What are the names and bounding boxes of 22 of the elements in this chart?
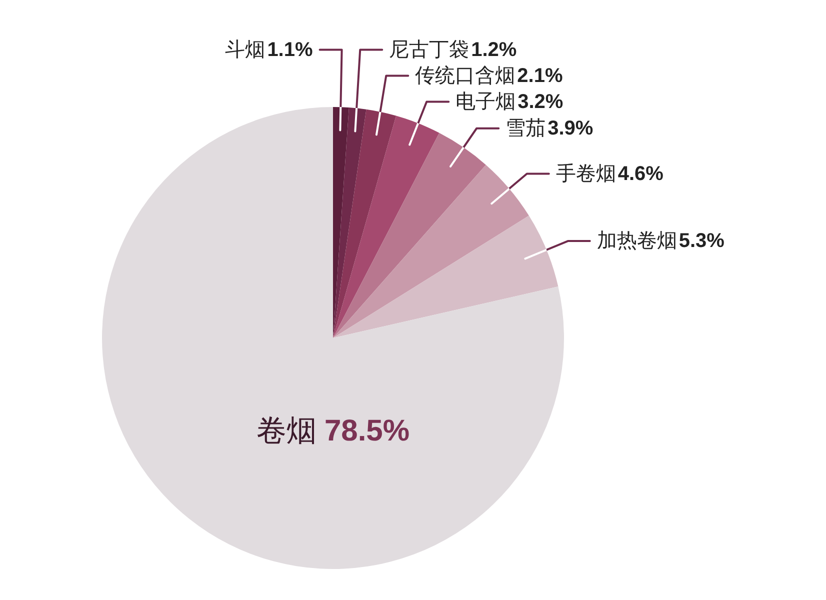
data-label: 78.5% xyxy=(324,414,410,447)
pie-slice xyxy=(333,132,486,338)
pie-slice xyxy=(333,109,396,338)
data-label: 5.3% xyxy=(678,230,725,252)
data-label: 3.2% xyxy=(518,90,564,113)
pie-slice xyxy=(333,116,440,338)
slice-label: 斗烟 xyxy=(225,38,266,61)
slice-label: 手卷烟 xyxy=(556,162,616,185)
pie-slice xyxy=(333,216,558,338)
slice-label: 卷烟 xyxy=(256,414,316,447)
data-label: 2.1% xyxy=(517,64,563,87)
data-label: 4.6% xyxy=(618,162,664,185)
slice-label: 传统口含烟 xyxy=(415,64,516,87)
slice-label: 雪茄 xyxy=(506,117,546,140)
pie-slice xyxy=(333,164,529,338)
slice-label: 尼古丁袋 xyxy=(389,38,470,61)
data-label: 1.1% xyxy=(267,38,313,61)
data-label: 3.9% xyxy=(548,117,594,140)
slice-label: 电子烟 xyxy=(456,90,516,113)
data-label: 1.2% xyxy=(471,38,517,61)
pie-slice xyxy=(333,108,366,338)
slice-label: 加热卷烟 xyxy=(596,230,677,252)
